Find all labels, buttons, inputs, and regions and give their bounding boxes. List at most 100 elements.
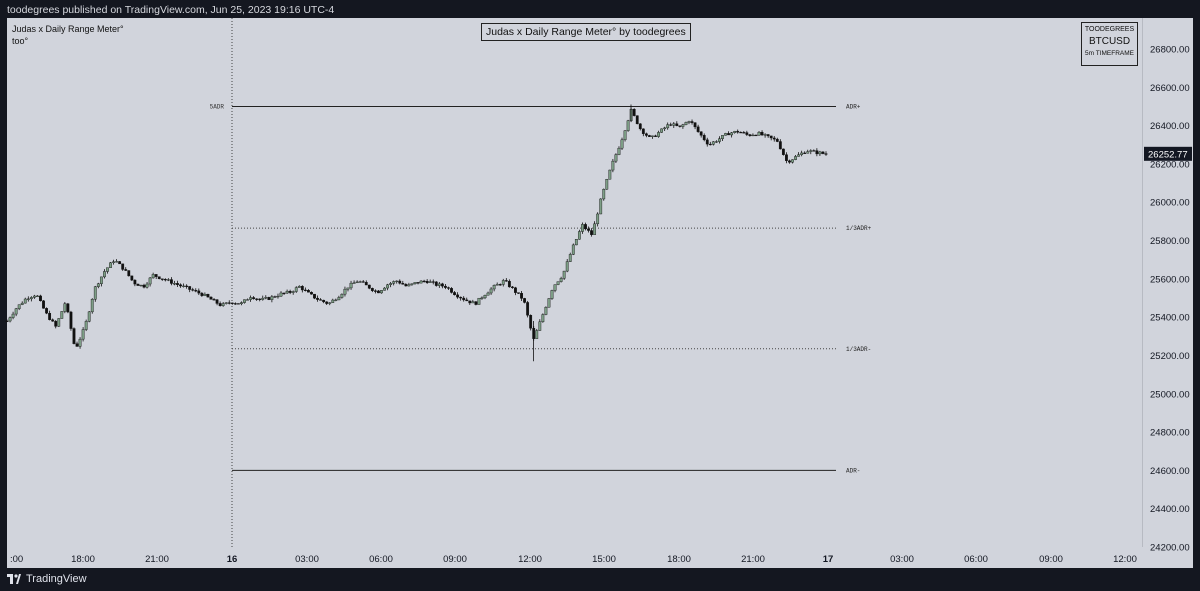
candle-body (322, 299, 326, 303)
candle-body (361, 281, 365, 283)
y-tick-label: 24400.00 (1150, 504, 1190, 515)
candle (221, 301, 225, 307)
candle-body (511, 286, 514, 288)
candle-body (501, 280, 505, 285)
candle (130, 275, 134, 282)
candle (605, 178, 609, 190)
candle-body (218, 303, 222, 306)
price-axis[interactable] (1142, 18, 1194, 547)
candle (437, 281, 441, 288)
candle (419, 280, 423, 284)
candle-body (495, 284, 499, 286)
candle (313, 293, 316, 300)
candle (218, 301, 222, 307)
candle (785, 152, 788, 164)
candle (401, 280, 405, 285)
candle (392, 280, 396, 286)
info-symbol: BTCUSD (1088, 36, 1131, 47)
candle-body (93, 286, 97, 300)
candle (663, 126, 667, 132)
candle (800, 150, 804, 157)
candle-body (772, 137, 776, 140)
tradingview-brand: TradingView (26, 573, 87, 585)
candle (587, 226, 590, 233)
tradingview-logo[interactable]: TradingView (7, 573, 87, 585)
candle (416, 282, 420, 285)
candle (806, 149, 810, 154)
candle (322, 299, 326, 304)
candle (556, 281, 560, 286)
x-tick-label: 21:00 (741, 554, 765, 565)
candle (209, 296, 213, 300)
candle-body (154, 274, 158, 277)
candle-body (130, 275, 134, 281)
candle (450, 287, 453, 294)
candle-body (340, 293, 344, 298)
candle (96, 282, 100, 289)
candle-body (206, 293, 210, 298)
candle-body (553, 284, 557, 291)
candles-layer (5, 104, 828, 362)
candle (176, 280, 179, 288)
candle (544, 306, 548, 316)
candle-body (800, 152, 804, 155)
candle (568, 252, 572, 262)
candle-body (209, 296, 213, 300)
candle (151, 272, 155, 279)
candle (614, 153, 618, 163)
y-axis-labels: 26800.00 26600.00 26400.00 26200.00 26000.00… (1150, 45, 1190, 554)
candle-body (142, 284, 146, 288)
time-axis[interactable] (7, 547, 1193, 568)
candle-body (693, 122, 697, 128)
candle (148, 277, 152, 287)
candle-body (444, 285, 447, 288)
candle (714, 140, 718, 143)
candle-body (699, 131, 703, 136)
candle (471, 299, 475, 304)
candle (693, 122, 697, 130)
candle (386, 283, 389, 291)
candle (775, 137, 779, 143)
candle-body (483, 295, 487, 299)
candle-body (596, 213, 600, 225)
candle (711, 141, 715, 146)
candle (173, 280, 176, 286)
levels-layer: 5ADR ADR+ 1/3ADR+ 1/3ADR- ADR- (210, 18, 872, 547)
candle-body (63, 303, 67, 312)
candle (718, 136, 721, 144)
candle-body (745, 132, 749, 135)
candle-body (160, 278, 164, 280)
candle (794, 155, 797, 161)
indicator-name[interactable]: Judas x Daily Range Meter° (12, 24, 124, 34)
candle-body (364, 282, 368, 286)
candle (267, 296, 271, 301)
candle-body (702, 135, 706, 141)
candle (39, 294, 42, 302)
last-price-badge (1144, 146, 1192, 161)
candle-body (45, 308, 48, 314)
candle-body (194, 290, 198, 292)
candle (657, 130, 660, 138)
candle (349, 280, 353, 290)
candle-body (84, 321, 88, 330)
candle-body (608, 169, 612, 180)
candle (367, 284, 371, 290)
candle (264, 295, 268, 300)
candle-body (118, 261, 122, 265)
candle-body (769, 135, 773, 139)
candle (45, 307, 48, 315)
candle (163, 278, 167, 282)
candle-body (620, 139, 624, 149)
candle-body (383, 287, 386, 291)
candle-body (328, 302, 332, 304)
candle (632, 108, 636, 117)
x-tick-label: 18:00 (71, 554, 95, 565)
candle (468, 300, 472, 305)
candle (157, 276, 161, 280)
candle-body (331, 299, 335, 303)
candle-body (824, 153, 828, 155)
candle (666, 122, 670, 130)
candle-body (69, 311, 73, 329)
candle-body (648, 135, 651, 137)
